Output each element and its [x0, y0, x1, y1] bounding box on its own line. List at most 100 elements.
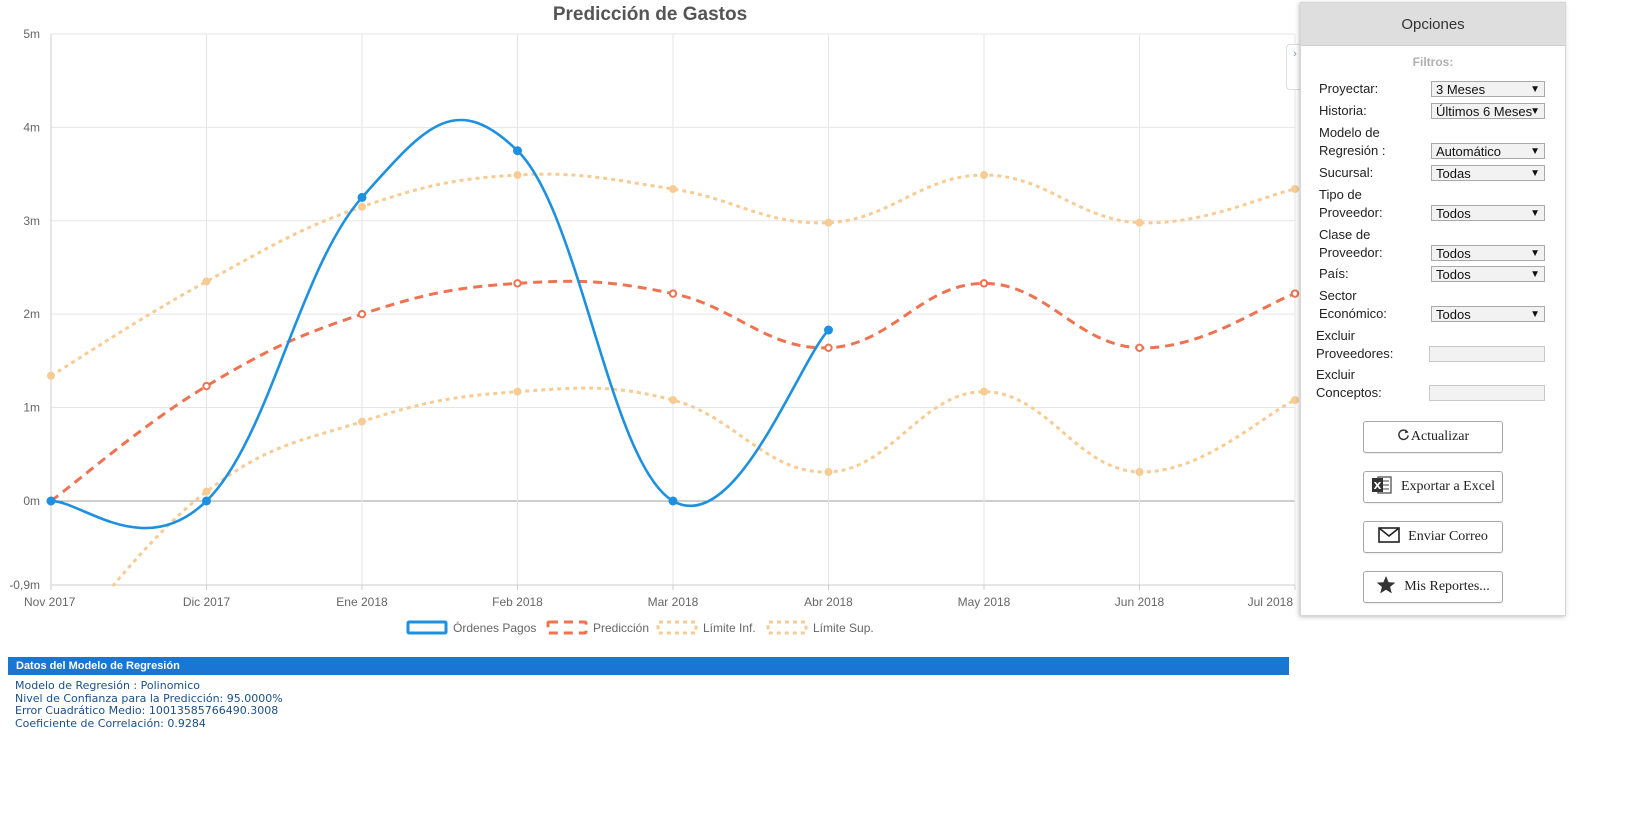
- enviar-correo-button[interactable]: Enviar Correo: [1363, 521, 1503, 553]
- data-point: [202, 381, 211, 391]
- x-tick-label: Feb 2018: [492, 595, 543, 609]
- regression-correlation-line: Coeficiente de Correlación: 0.9284: [15, 716, 206, 730]
- y-tick-label: 0m: [23, 494, 40, 508]
- button-label: Exportar a Excel: [1400, 479, 1496, 494]
- data-point: [358, 417, 366, 426]
- x-tick-label: Jul 2018: [1248, 595, 1294, 609]
- filter-label: Clase de: [1319, 227, 1371, 242]
- chevron-down-icon: ▼: [1530, 269, 1540, 280]
- series-line: [50, 118, 830, 530]
- filter-label: Excluir: [1316, 367, 1356, 382]
- filter-select[interactable]: Todos ▼: [1431, 205, 1545, 221]
- y-tick-label: 5m: [23, 27, 40, 41]
- data-point: [1135, 218, 1144, 227]
- filter-select-value: Todos: [1436, 206, 1471, 221]
- filter-label: Conceptos:: [1316, 385, 1382, 400]
- filter-label: Excluir: [1316, 328, 1356, 343]
- data-point: [980, 387, 988, 396]
- panel-title: Opciones: [1301, 3, 1565, 46]
- actualizar-button[interactable]: Actualizar: [1363, 421, 1503, 453]
- x-tick-label: Mar 2018: [648, 595, 699, 609]
- filter-label: Proveedor:: [1319, 205, 1383, 220]
- refresh-icon: [1397, 428, 1410, 446]
- data-point: [202, 487, 211, 496]
- chevron-down-icon: ▼: [1530, 146, 1540, 157]
- chart-title: Predicción de Gastos: [552, 4, 748, 25]
- filter-select[interactable]: 3 Meses ▼: [1431, 81, 1545, 97]
- data-point: [1135, 467, 1144, 476]
- filter-label: Tipo de: [1319, 187, 1362, 202]
- data-point: [47, 371, 55, 380]
- data-point: [202, 496, 211, 506]
- chevron-down-icon: ▼: [1530, 106, 1540, 117]
- filter-label: Regresión :: [1319, 143, 1386, 158]
- y-tick-label: -0,9m: [9, 578, 40, 592]
- data-point: [1135, 343, 1144, 352]
- filter-label: Proyectar:: [1319, 81, 1379, 96]
- button-label: Actualizar: [1410, 429, 1470, 444]
- excel-icon: X: [1371, 474, 1393, 501]
- filter-select[interactable]: Todos ▼: [1431, 245, 1545, 261]
- data-point: [1290, 289, 1300, 298]
- legend-swatch: [546, 620, 588, 635]
- y-tick-label: 4m: [23, 120, 40, 134]
- filter-select[interactable]: Todos ▼: [1431, 266, 1545, 282]
- legend-label: Órdenes Pagos: [453, 620, 536, 635]
- filter-select-value: Todos: [1436, 246, 1471, 261]
- data-point: [1291, 185, 1299, 194]
- data-point: [980, 171, 988, 180]
- data-point: [824, 467, 833, 476]
- filter-select[interactable]: Automático ▼: [1431, 143, 1545, 159]
- y-tick-label: 1m: [23, 401, 40, 415]
- filter-select-value: Todas: [1436, 166, 1471, 181]
- regression-model-line: Modelo de Regresión : Polinomico: [15, 679, 200, 692]
- legend-label: Límite Sup.: [813, 621, 874, 635]
- chevron-down-icon: ▼: [1530, 309, 1540, 320]
- filter-select-value: Todos: [1436, 307, 1471, 322]
- legend-swatch: [766, 620, 808, 635]
- regression-details: Modelo de Regresión : Polinomico Nivel d…: [15, 679, 283, 730]
- data-point: [358, 202, 366, 211]
- panel-collapse-tab[interactable]: ›: [1286, 44, 1303, 90]
- filter-label: Sucursal:: [1319, 165, 1374, 180]
- legend-swatch: [406, 620, 448, 635]
- legend-swatch: [656, 620, 698, 635]
- data-point: [979, 279, 989, 288]
- data-point: [513, 171, 522, 180]
- filter-select-value: 3 Meses: [1436, 82, 1486, 97]
- data-point: [513, 146, 522, 156]
- chevron-down-icon: ▼: [1530, 84, 1540, 95]
- star-icon: [1376, 575, 1396, 600]
- filter-select-value: Todos: [1436, 267, 1471, 282]
- filters-title: Filtros:: [1412, 55, 1454, 69]
- data-point: [513, 279, 522, 288]
- chevron-down-icon: ▼: [1530, 208, 1540, 219]
- data-point: [202, 277, 211, 286]
- filter-text-input[interactable]: [1429, 346, 1545, 362]
- x-tick-label: Nov 2017: [24, 595, 76, 609]
- chevron-down-icon: ▼: [1530, 168, 1540, 179]
- x-tick-label: Jun 2018: [1115, 595, 1165, 609]
- x-tick-label: Dic 2017: [183, 595, 231, 609]
- filter-select[interactable]: Todas ▼: [1431, 165, 1545, 181]
- filter-label: Proveedores:: [1316, 346, 1394, 361]
- filter-label: Historia:: [1319, 103, 1367, 118]
- svg-text:X: X: [1374, 481, 1382, 492]
- data-point: [46, 496, 56, 506]
- filter-text-input[interactable]: [1429, 385, 1545, 401]
- data-point: [357, 192, 367, 202]
- regression-header: Datos del Modelo de Regresión: [8, 657, 1289, 675]
- data-point: [668, 289, 678, 298]
- filter-label: Sector: [1319, 288, 1357, 303]
- filter-select[interactable]: Últimos 6 Meses ▼: [1431, 103, 1545, 119]
- x-tick-label: Abr 2018: [804, 595, 853, 609]
- y-tick-label: 3m: [23, 214, 40, 228]
- filter-select[interactable]: Todos ▼: [1431, 306, 1545, 322]
- mis-reportes-button[interactable]: Mis Reportes...: [1363, 571, 1503, 603]
- expense-prediction-chart: 5m 4m 3m 2m 1m 0m -0,9m Nov 2017 Dic 2017 Ene 201…: [9, 27, 1300, 635]
- legend-label: Límite Inf.: [703, 621, 756, 635]
- data-point: [513, 387, 522, 396]
- filter-label: Proveedor:: [1319, 245, 1383, 260]
- filter-label: País:: [1319, 266, 1349, 281]
- exportar-a-excel-button[interactable]: X Exportar a Excel: [1363, 471, 1503, 503]
